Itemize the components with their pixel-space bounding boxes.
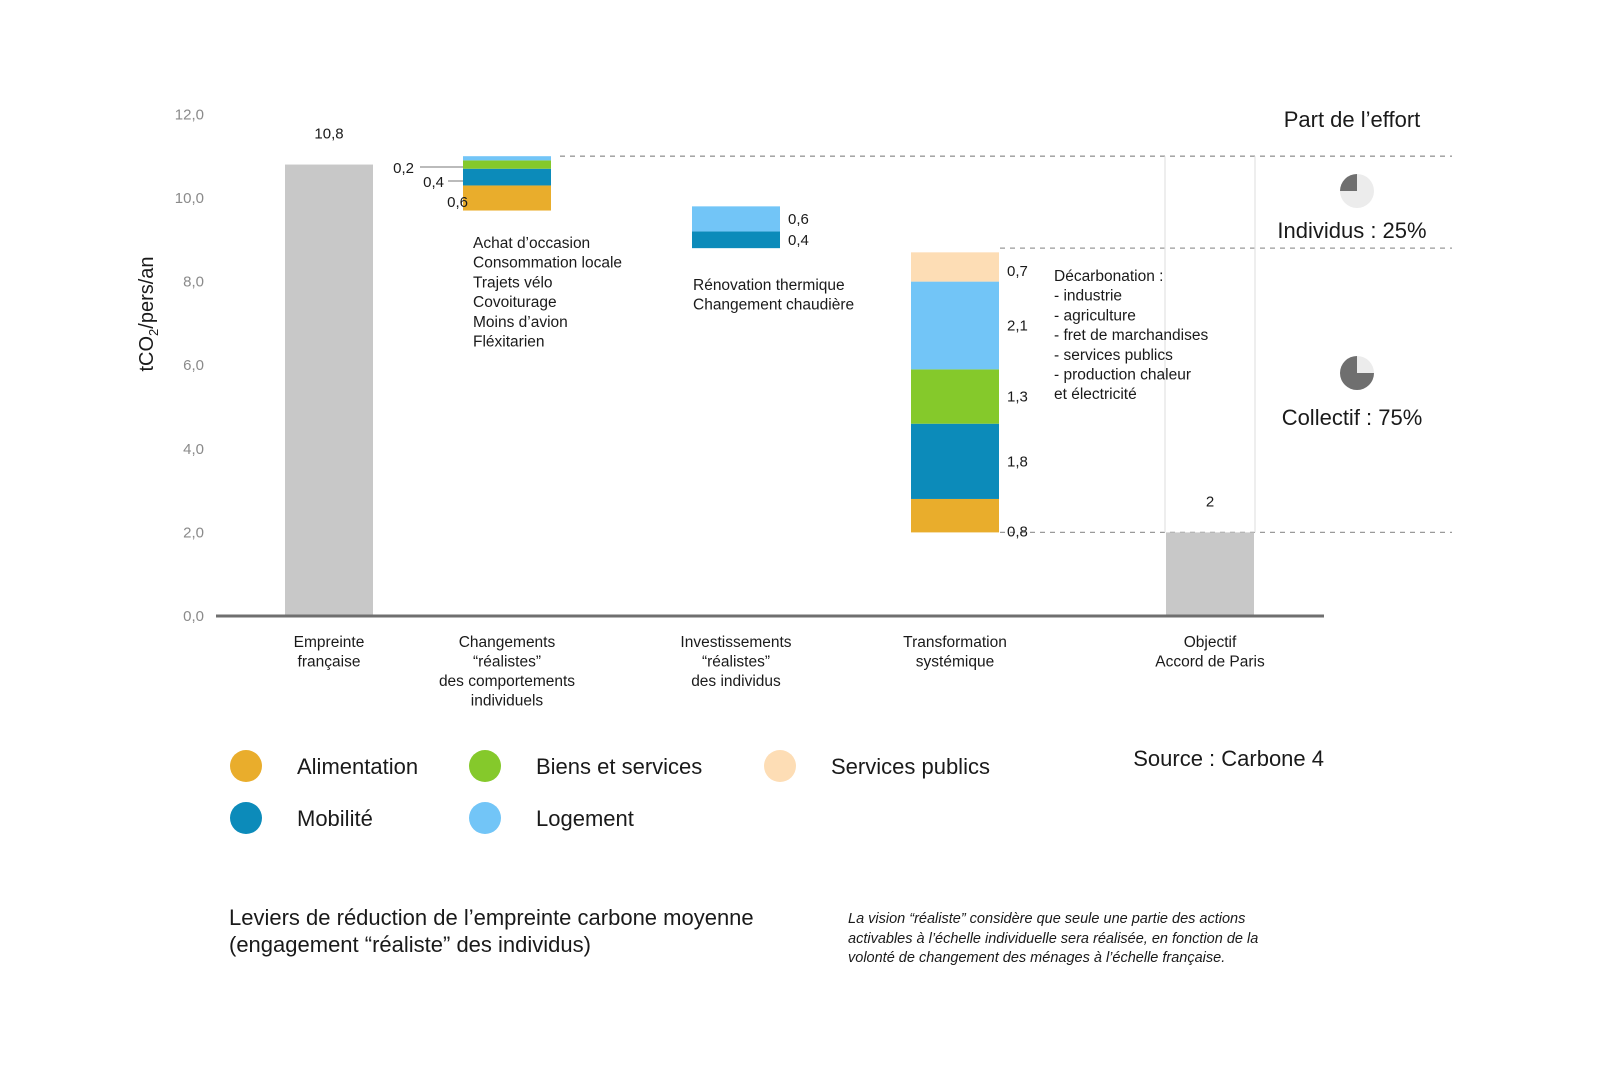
segment-value-label: 0,7 — [1007, 263, 1028, 280]
segment-value-label: 0,4 — [423, 174, 444, 191]
segment-value-label: 1,3 — [1007, 389, 1028, 406]
legend-label: Services publics — [831, 754, 990, 779]
segment-mobilit- — [692, 231, 780, 249]
source-label: Source : Carbone 4 — [1133, 746, 1324, 771]
segment-value-label: 1,8 — [1007, 453, 1028, 470]
segment-services-publics — [911, 252, 999, 282]
caption-line-1: Leviers de réduction de l’empreinte carb… — [229, 905, 754, 930]
annotation-line: - industrie — [1054, 288, 1122, 305]
legend-swatch — [230, 750, 262, 782]
annotations: Achat d’occasion Consommation locale Traje… — [473, 235, 1208, 403]
total-bar — [1166, 532, 1254, 616]
y-tick-label: 4,0 — [183, 441, 204, 458]
annotation-line: - fret de marchandises — [1054, 327, 1208, 344]
legend-swatch — [469, 802, 501, 834]
segment-logement — [692, 206, 780, 232]
legend-swatch — [230, 802, 262, 834]
annotation-line: - agriculture — [1054, 307, 1136, 324]
annotation-line: Covoiturage — [473, 294, 557, 311]
x-axis-categories: Empreinte française Changements “réalistes”… — [294, 634, 1265, 710]
legend-swatch — [764, 750, 796, 782]
annotation-line: Changement chaudière — [693, 297, 854, 314]
category-label: “réalistes” — [473, 654, 541, 671]
annotation-line: Consommation locale — [473, 255, 622, 272]
annotation-line: et électricité — [1054, 386, 1137, 403]
reference-lines — [560, 155, 1452, 534]
footnote-line-1: La vision “réaliste” considère que seule… — [848, 911, 1246, 927]
segment-value-label: 2,1 — [1007, 317, 1028, 334]
effort-panel: Part de l’effort Individus : 25% Collecti… — [1277, 107, 1426, 430]
segment-alimentation — [911, 498, 999, 533]
segment-logement — [463, 156, 551, 161]
segment-value-label: 0,2 — [393, 160, 414, 177]
segment-value-label: 0,6 — [788, 211, 809, 228]
effort-share-label: Individus : 25% — [1277, 218, 1426, 243]
segment-biens-et-services — [911, 369, 999, 424]
legend: Alimentation Biens et services Services pu… — [230, 750, 990, 834]
footnote-line-3: volonté de changement des ménages à l’éc… — [848, 950, 1226, 966]
segment-alimentation — [463, 185, 551, 211]
category-label: des individus — [691, 673, 781, 690]
legend-label: Biens et services — [536, 754, 702, 779]
segment-mobilit- — [463, 168, 551, 186]
legend-swatch — [469, 750, 501, 782]
category-label: des comportements — [439, 673, 575, 690]
y-axis-label: tCO2/pers/an — [136, 256, 161, 371]
category-label: individuels — [471, 693, 544, 710]
annotation-line: Achat d’occasion — [473, 235, 590, 252]
annotation-line: Moins d’avion — [473, 314, 568, 331]
legend-label: Alimentation — [297, 754, 418, 779]
chart-caption: Leviers de réduction de l’empreinte carb… — [229, 904, 809, 958]
y-tick-label: 6,0 — [183, 357, 204, 374]
annotation-line: Rénovation thermique — [693, 277, 845, 294]
category-label: Empreinte — [294, 634, 365, 651]
annotation-line: Fléxitarien — [473, 334, 545, 351]
category-label: Transformation — [903, 634, 1007, 651]
total-value-label: 10,8 — [314, 126, 343, 143]
category-label: Changements — [459, 634, 556, 651]
annotation-line: - production chaleur — [1054, 367, 1191, 384]
total-bar — [285, 164, 373, 616]
caption-line-2: (engagement “réaliste” des individus) — [229, 932, 591, 957]
total-value-label: 2 — [1206, 493, 1214, 510]
methodology-footnote: La vision “réaliste” considère que seule… — [848, 910, 1328, 969]
segment-value-label: 0,4 — [788, 232, 809, 249]
y-tick-label: 2,0 — [183, 524, 204, 541]
category-label: Accord de Paris — [1155, 654, 1265, 671]
legend-label: Mobilité — [297, 806, 373, 831]
value-labels: 10,820,60,40,20,40,60,81,81,32,10,7 — [314, 126, 1214, 541]
effort-title: Part de l’effort — [1284, 107, 1421, 132]
category-label: systémique — [916, 654, 994, 671]
segment-logement — [911, 281, 999, 370]
segment-biens-et-services — [463, 160, 551, 169]
bars — [285, 156, 1254, 616]
y-tick-label: 0,0 — [183, 608, 204, 625]
category-label: “réalistes” — [702, 654, 770, 671]
annotation-line: - services publics — [1054, 347, 1173, 364]
legend-label: Logement — [536, 806, 634, 831]
segment-mobilit- — [911, 423, 999, 499]
effort-pie-share — [1340, 174, 1357, 191]
segment-value-label: 0,6 — [447, 194, 468, 211]
waterfall-chart: tCO2/pers/an 0,0 2,0 4,0 6,0 8,0 10,0 12,0 10,… — [136, 106, 1452, 834]
footnote-line-2: activables à l’échelle individuelle sera… — [848, 930, 1259, 947]
effort-share-label: Collectif : 75% — [1282, 405, 1423, 430]
y-axis: tCO2/pers/an 0,0 2,0 4,0 6,0 8,0 10,0 12,0 — [136, 106, 204, 625]
annotation-line: Trajets vélo — [473, 274, 553, 291]
y-tick-label: 8,0 — [183, 274, 204, 291]
y-tick-label: 12,0 — [175, 106, 204, 123]
category-label: française — [298, 654, 361, 671]
category-label: Objectif — [1184, 634, 1237, 651]
segment-value-label: 0,8 — [1007, 524, 1028, 541]
annotation-line: Décarbonation : — [1054, 268, 1163, 285]
category-label: Investissements — [680, 634, 791, 651]
effort-pie-share — [1340, 356, 1374, 390]
y-tick-label: 10,0 — [175, 190, 204, 207]
